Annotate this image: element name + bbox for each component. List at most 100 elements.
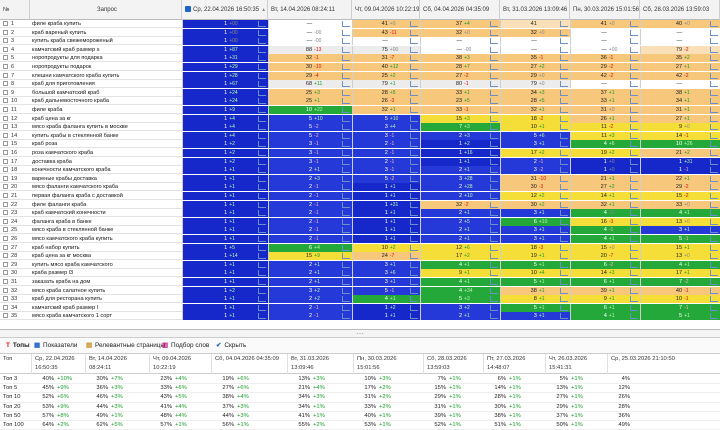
query-cell[interactable]: заказать краба на дом — [32, 279, 91, 285]
mini-chart-icon[interactable] — [258, 201, 266, 208]
column-header-date[interactable]: Пн, 30.03.2026 15:01:56 — [570, 0, 640, 20]
position-cell[interactable]: 1 +1 — [352, 192, 420, 200]
position-cell[interactable]: 7 -1 — [640, 303, 720, 312]
position-cell[interactable]: 68 +11 — [268, 80, 352, 89]
position-cell[interactable]: 1 +0 — [570, 166, 640, 175]
mini-chart-icon[interactable] — [490, 175, 498, 182]
position-cell[interactable]: 3 -1 — [268, 149, 352, 157]
mini-chart-icon[interactable] — [342, 21, 350, 27]
position-cell[interactable]: 2 +10 — [420, 192, 500, 200]
position-cell[interactable]: 4 +1 — [420, 278, 500, 286]
mini-chart-icon[interactable] — [710, 55, 718, 62]
position-cell[interactable]: 6 -2 — [570, 260, 640, 269]
table-row[interactable]: 5 норопродукты для подарка 1 +31 32 -1 31 -7 38 +… — [0, 54, 720, 63]
tops-column-header[interactable]: Пт, 27.03.2026 14:48:07 — [484, 354, 546, 374]
row-checkbox[interactable] — [3, 236, 8, 241]
position-cell[interactable]: 1 +1 — [182, 166, 268, 175]
mini-chart-icon[interactable] — [630, 124, 638, 131]
position-cell[interactable]: 10 +1 — [500, 123, 570, 132]
mini-chart-icon[interactable] — [342, 261, 350, 268]
position-cell[interactable]: 1 +4 — [182, 131, 268, 140]
mini-chart-icon[interactable] — [258, 236, 266, 242]
position-cell[interactable]: 34 +1 — [640, 97, 720, 106]
position-cell[interactable]: 3 +1 — [500, 235, 570, 243]
position-cell[interactable]: 32 +1 — [500, 106, 570, 114]
position-cell[interactable]: 2 -1 — [268, 226, 352, 235]
row-checkbox[interactable] — [3, 261, 8, 267]
mini-chart-icon[interactable] — [490, 167, 498, 174]
query-cell[interactable]: краб цена за кг москва — [32, 253, 91, 260]
position-cell[interactable]: 10 +22 — [268, 106, 352, 114]
mini-chart-icon[interactable] — [630, 227, 638, 234]
position-cell[interactable]: 29 -2 — [640, 183, 720, 192]
mini-chart-icon[interactable] — [630, 193, 638, 199]
mini-chart-icon[interactable] — [342, 81, 350, 88]
position-cell[interactable]: 10 -1 — [640, 295, 720, 304]
query-cell[interactable]: норопродукты для подарка — [32, 55, 103, 62]
mini-chart-icon[interactable] — [560, 98, 568, 105]
mini-chart-icon[interactable] — [410, 98, 418, 105]
position-cell[interactable]: 4 +1 — [640, 260, 720, 269]
mini-chart-icon[interactable] — [560, 244, 568, 251]
mini-chart-icon[interactable] — [258, 98, 266, 105]
mini-chart-icon[interactable] — [710, 98, 718, 105]
tops-column-header[interactable]: Пн, 30.03.2026 15:01:56 — [354, 354, 424, 374]
mini-chart-icon[interactable] — [710, 304, 718, 311]
position-cell[interactable]: 1 +29 — [182, 63, 268, 71]
mini-chart-icon[interactable] — [342, 296, 350, 303]
mini-chart-icon[interactable] — [560, 270, 568, 277]
tops-column-header[interactable]: Чт, 26.03.2026 15:41:31 — [546, 354, 608, 374]
position-cell[interactable]: — -00 — [268, 37, 352, 46]
table-row[interactable]: 29 купить мясо краба камчатского 1 +1 2 +1 3 +1… — [0, 260, 720, 269]
position-cell[interactable]: 88 -13 — [268, 45, 352, 54]
position-cell[interactable]: 2 +1 — [420, 166, 500, 175]
position-cell[interactable]: 29 +0 — [500, 71, 570, 80]
query-cell[interactable]: клешни камчатского краба купить — [32, 72, 120, 79]
position-cell[interactable]: 1 +1 — [182, 226, 268, 235]
mini-chart-icon[interactable] — [410, 141, 418, 148]
position-cell[interactable]: 15 +3 — [420, 114, 500, 123]
mini-chart-icon[interactable] — [560, 150, 568, 156]
position-cell[interactable]: 38 +1 — [640, 88, 720, 97]
mini-chart-icon[interactable] — [710, 261, 718, 268]
table-row[interactable]: 9 большой камчатский краб 1 +24 25 +3 28 +5 33 +1… — [0, 88, 720, 97]
query-cell[interactable]: краб роза — [32, 141, 58, 148]
table-row[interactable]: 15 краб роза 1 +2 3 -1 2 -1 1 +2 3 +1 4 +6 10 +26 — [0, 140, 720, 149]
position-cell[interactable]: — — [352, 37, 420, 46]
table-row[interactable]: 10 краб дальневосточного краба 1 +24 25 +1 26-… — [0, 97, 720, 106]
position-cell[interactable]: 1 +31 — [640, 157, 720, 166]
query-cell[interactable]: камчатский краб размер s — [32, 46, 100, 53]
position-cell[interactable]: 4 +34 — [420, 286, 500, 295]
tab-word-selection[interactable]: ▥ Подбор слов — [160, 340, 209, 352]
mini-chart-icon[interactable] — [630, 89, 638, 96]
position-cell[interactable]: 75 +00 — [352, 45, 420, 54]
mini-chart-icon[interactable] — [410, 313, 418, 320]
mini-chart-icon[interactable] — [410, 253, 418, 260]
mini-chart-icon[interactable] — [490, 304, 498, 311]
tab-metrics[interactable]: ▦ Показатели — [32, 340, 77, 352]
mini-chart-icon[interactable] — [258, 244, 266, 251]
mini-chart-icon[interactable] — [258, 89, 266, 96]
position-cell[interactable]: 4 +1 — [640, 209, 720, 218]
mini-chart-icon[interactable] — [630, 201, 638, 208]
mini-chart-icon[interactable] — [258, 115, 266, 122]
position-cell[interactable]: 31 -10 — [500, 174, 570, 183]
table-row[interactable]: 11 филе краба 1 +9 10 +22 32 +1 33 -1 32 +1 31 +0 31 +1 — [0, 106, 720, 115]
mini-chart-icon[interactable] — [342, 218, 350, 225]
mini-chart-icon[interactable] — [630, 98, 638, 105]
mini-chart-icon[interactable] — [342, 141, 350, 148]
mini-chart-icon[interactable] — [560, 81, 568, 88]
query-cell[interactable]: краб дальневосточного краба — [32, 98, 110, 105]
position-cell[interactable]: 3 -1 — [352, 131, 420, 140]
position-cell[interactable]: 3 +6 — [352, 269, 420, 278]
mini-chart-icon[interactable] — [710, 201, 718, 208]
mini-chart-icon[interactable] — [710, 167, 718, 174]
mini-chart-icon[interactable] — [410, 270, 418, 277]
position-cell[interactable]: 28 +5 — [352, 88, 420, 97]
mini-chart-icon[interactable] — [630, 304, 638, 311]
query-cell[interactable]: норопродукты подарок — [32, 64, 92, 70]
mini-chart-icon[interactable] — [560, 124, 568, 131]
mini-chart-icon[interactable] — [342, 253, 350, 260]
mini-chart-icon[interactable] — [410, 72, 418, 79]
mini-chart-icon[interactable] — [710, 132, 718, 139]
